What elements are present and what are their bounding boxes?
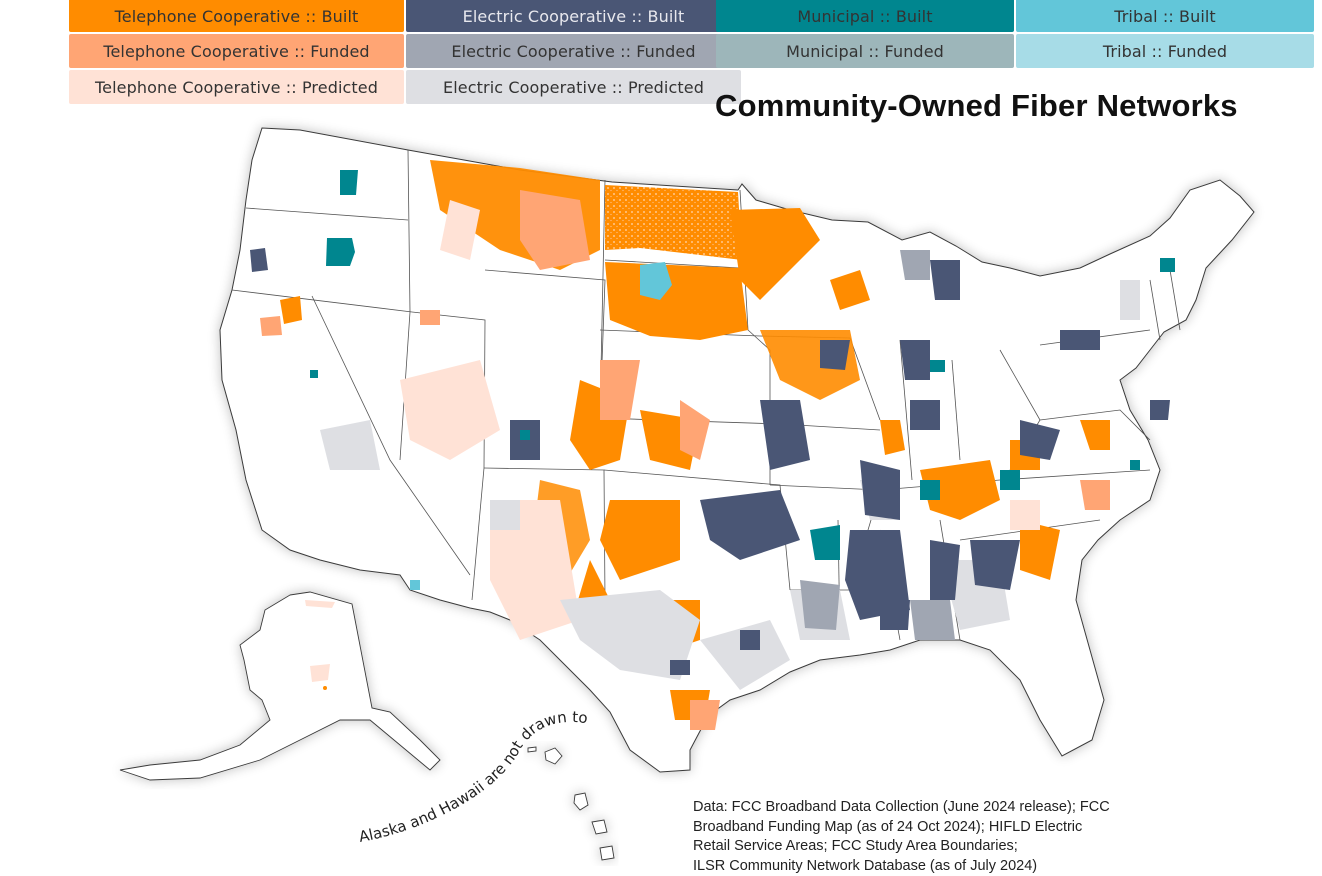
legend-telephone-funded: Telephone Cooperative :: Funded <box>69 34 404 68</box>
legend-tribal-built: Tribal :: Built <box>1016 0 1314 32</box>
legend-telephone-built: Telephone Cooperative :: Built <box>69 0 404 32</box>
source-line: Retail Service Areas; FCC Study Area Bou… <box>693 837 1110 857</box>
map-title: Community-Owned Fiber Networks <box>715 88 1238 124</box>
legend-electric-built: Electric Cooperative :: Built <box>406 0 741 32</box>
legend-tribal-funded: Tribal :: Funded <box>1016 34 1314 68</box>
source-line: Data: FCC Broadband Data Collection (Jun… <box>693 798 1110 818</box>
hawaii-inset <box>528 747 614 860</box>
legend-telephone-predicted: Telephone Cooperative :: Predicted <box>69 70 404 104</box>
alaska-inset <box>120 592 440 780</box>
legend-municipal-funded: Municipal :: Funded <box>716 34 1014 68</box>
data-source-note: Data: FCC Broadband Data Collection (Jun… <box>693 798 1110 876</box>
source-line: ILSR Community Network Database (as of J… <box>693 857 1110 876</box>
legend-municipal-tribal: Municipal :: Built Tribal :: Built Munic… <box>716 0 1314 68</box>
legend-electric-predicted: Electric Cooperative :: Predicted <box>406 70 741 104</box>
legend-electric-funded: Electric Cooperative :: Funded <box>406 34 741 68</box>
source-line: Broadband Funding Map (as of 24 Oct 2024… <box>693 818 1110 838</box>
legend-cooperatives: Telephone Cooperative :: Built Electric … <box>69 0 741 104</box>
legend-municipal-built: Municipal :: Built <box>716 0 1014 32</box>
